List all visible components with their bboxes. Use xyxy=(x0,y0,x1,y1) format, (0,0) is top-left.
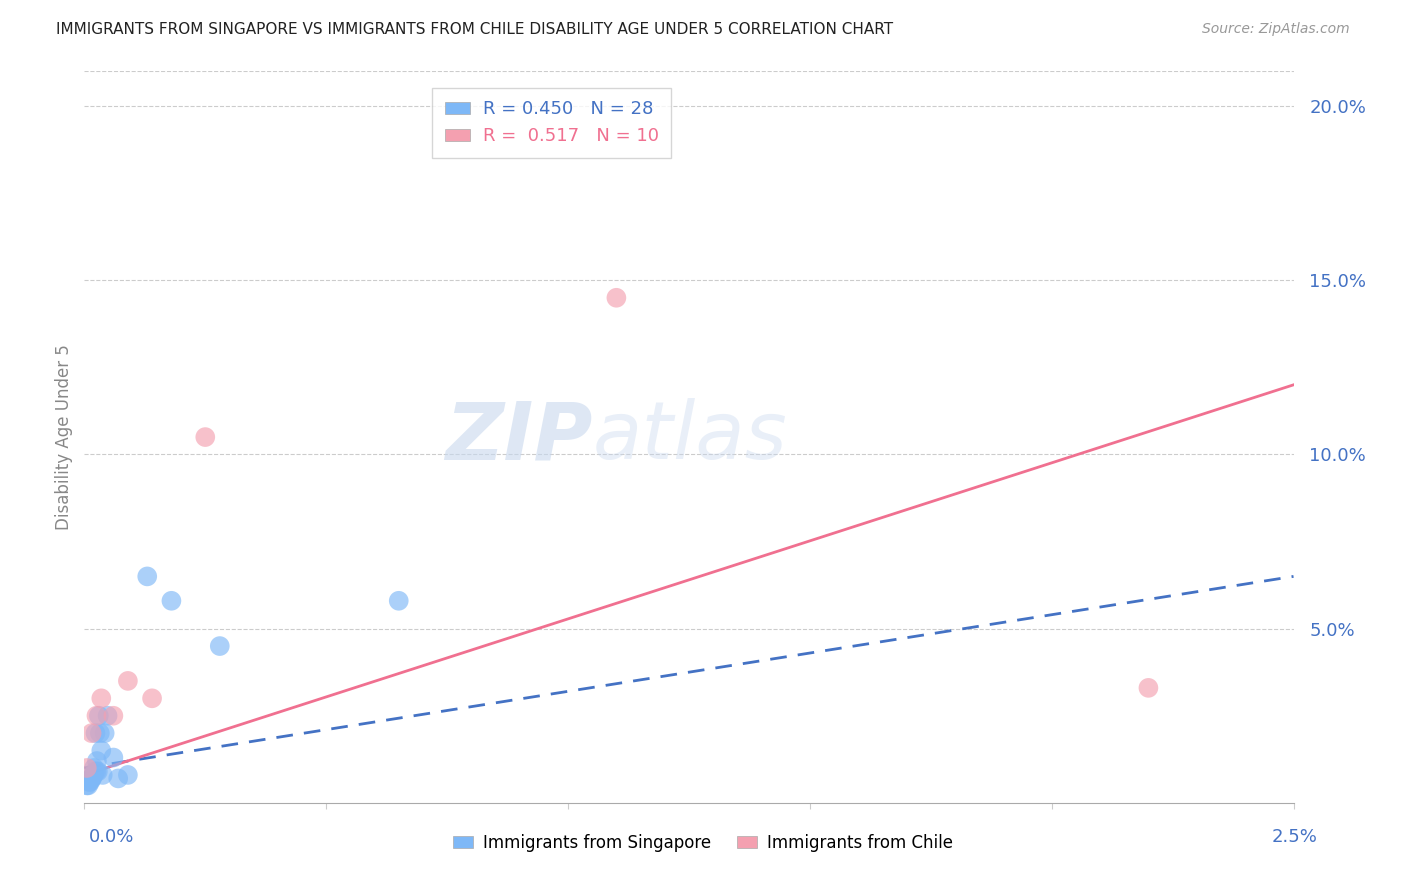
Point xyxy=(160,594,183,608)
Point xyxy=(82,768,104,782)
Point xyxy=(194,430,217,444)
Point xyxy=(86,764,108,779)
Point xyxy=(97,708,120,723)
Point xyxy=(87,708,110,723)
Point xyxy=(80,772,103,786)
Point xyxy=(1137,681,1160,695)
Point xyxy=(84,726,107,740)
Legend: Immigrants from Singapore, Immigrants from Chile: Immigrants from Singapore, Immigrants fr… xyxy=(447,828,959,859)
Point xyxy=(117,673,139,688)
Text: ZIP: ZIP xyxy=(444,398,592,476)
Point xyxy=(103,708,125,723)
Point xyxy=(388,594,411,608)
Point xyxy=(117,768,139,782)
Point xyxy=(89,726,111,740)
Point xyxy=(77,778,100,792)
Point xyxy=(103,750,125,764)
Point xyxy=(83,768,105,782)
Point xyxy=(80,726,103,740)
Point xyxy=(208,639,231,653)
Y-axis label: Disability Age Under 5: Disability Age Under 5 xyxy=(55,344,73,530)
Point xyxy=(79,775,101,789)
Text: IMMIGRANTS FROM SINGAPORE VS IMMIGRANTS FROM CHILE DISABILITY AGE UNDER 5 CORREL: IMMIGRANTS FROM SINGAPORE VS IMMIGRANTS … xyxy=(56,22,893,37)
Text: 0.0%: 0.0% xyxy=(89,828,134,846)
Point xyxy=(77,775,100,789)
Point xyxy=(90,691,112,706)
Point xyxy=(93,726,115,740)
Point xyxy=(82,772,104,786)
Point xyxy=(91,768,114,782)
Text: Source: ZipAtlas.com: Source: ZipAtlas.com xyxy=(1202,22,1350,37)
Point xyxy=(84,764,107,779)
Point xyxy=(605,291,627,305)
Point xyxy=(86,708,108,723)
Point xyxy=(87,764,110,779)
Point xyxy=(90,743,112,757)
Point xyxy=(76,761,98,775)
Point xyxy=(107,772,129,786)
Text: 2.5%: 2.5% xyxy=(1271,828,1317,846)
Legend: R = 0.450   N = 28, R =  0.517   N = 10: R = 0.450 N = 28, R = 0.517 N = 10 xyxy=(432,87,671,158)
Point xyxy=(141,691,163,706)
Point xyxy=(83,761,105,775)
Point xyxy=(86,754,108,768)
Text: atlas: atlas xyxy=(592,398,787,476)
Point xyxy=(80,772,103,786)
Point xyxy=(136,569,159,583)
Point xyxy=(76,778,98,792)
